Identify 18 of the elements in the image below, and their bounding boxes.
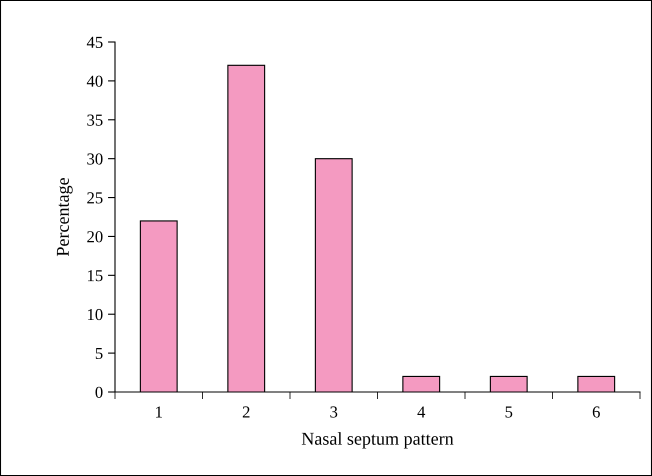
x-tick-label: 1 — [156, 406, 162, 418]
y-tick-label: 35 — [87, 114, 103, 126]
x-tick-label: 3 — [330, 406, 338, 418]
y-tick-label: 5 — [96, 348, 103, 360]
x-tick-label: 5 — [506, 406, 512, 418]
y-axis-title: Percentage — [56, 178, 73, 256]
y-tick-label: 10 — [88, 308, 103, 320]
x-tick-label: 4 — [417, 406, 426, 418]
y-tick-label: 20 — [87, 231, 103, 242]
y-tick-label: 25 — [87, 192, 103, 204]
y-tick-label: 40 — [86, 76, 103, 87]
y-tick-label: 0 — [95, 386, 103, 398]
y-tick-label: 15 — [88, 270, 103, 282]
y-tick-label: 45 — [86, 36, 103, 48]
x-tick-label: 2 — [242, 406, 250, 418]
y-tick-label: 30 — [87, 153, 103, 165]
x-tick-label: 6 — [592, 406, 600, 418]
x-axis-title: Nasal septum pattern — [302, 432, 454, 448]
